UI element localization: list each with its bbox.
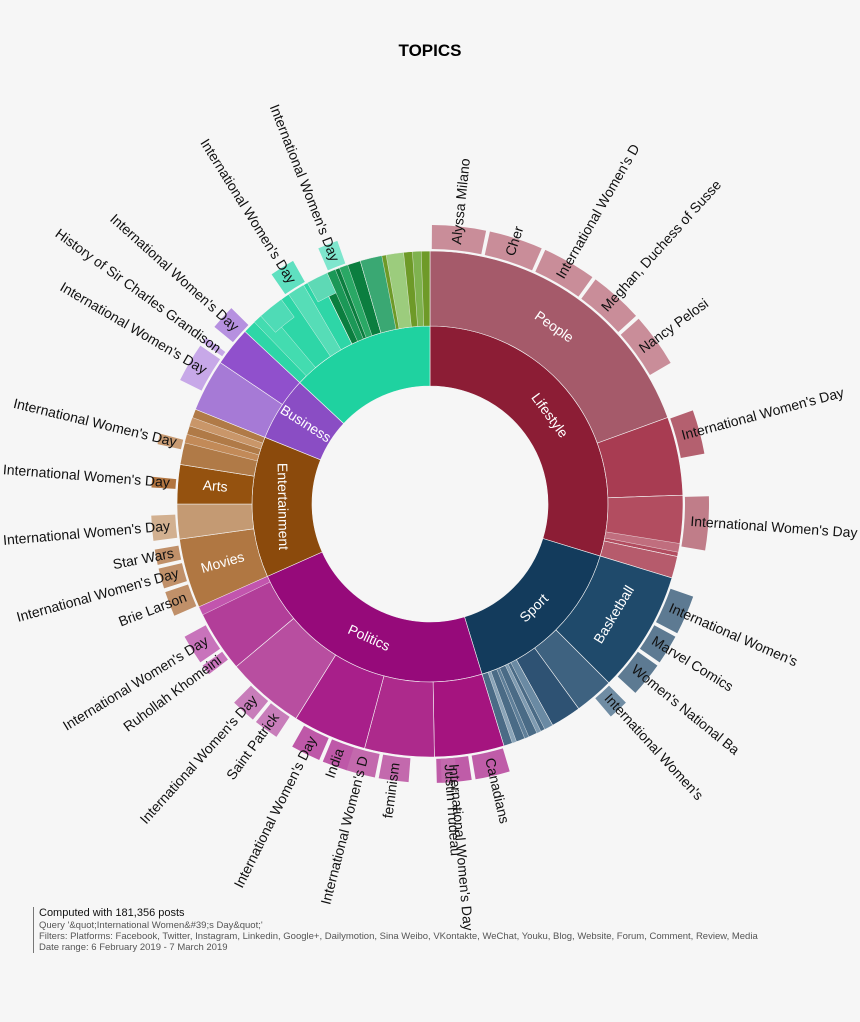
footer-date-range: Date range: 6 February 2019 - 7 March 20… — [39, 942, 228, 953]
segment-detail-1 — [504, 663, 542, 734]
leaf-feminism[interactable] — [378, 754, 411, 783]
segment-detail-2 — [496, 667, 530, 739]
outer-ring — [151, 225, 710, 783]
leaf-canadians[interactable] — [471, 748, 510, 780]
chart-title: TOPICS — [399, 41, 462, 60]
segment-detail-8 — [288, 284, 342, 357]
inner-ring — [251, 325, 609, 683]
leaf-international-women-s-day[interactable] — [670, 410, 705, 458]
leaf-label-international-women-s-d: International Women's D — [317, 754, 371, 906]
segment-detail-12 — [385, 252, 412, 329]
segment-detail-15 — [307, 272, 337, 303]
leaf-label-feminism: feminism — [379, 762, 402, 820]
leaf-international-women-s-d[interactable] — [535, 249, 593, 297]
leaf-justin-trudeau[interactable] — [440, 757, 458, 783]
leaf-history-of-sir-charles-grandison[interactable] — [202, 337, 226, 357]
footer-filters: Filters: Platforms: Facebook, Twitter, I… — [39, 931, 758, 942]
leaf-label-international-women-s-day: International Women's Day — [2, 461, 170, 490]
leaf-international-women-s-day[interactable] — [681, 496, 710, 551]
leaf-international-women-s-d[interactable] — [345, 747, 380, 778]
segment-detail-6 — [189, 417, 263, 450]
leaf-label-international-women-s-day: International Women's Day — [197, 136, 299, 286]
leaf-international-women-s-day[interactable] — [157, 433, 184, 450]
leaf-international-women-s-day[interactable] — [151, 476, 177, 489]
segment-people[interactable] — [429, 250, 669, 444]
leaf-label-international-women-s-day: International Women's Day — [680, 384, 846, 443]
leaf-label-nancy-pelosi: Nancy Pelosi — [636, 295, 712, 356]
leaf-meghan-duchess-of-susse[interactable] — [581, 279, 637, 333]
leaf-international-women-s[interactable] — [655, 588, 694, 634]
leaf-label-international-women-s-day: International Women's Day — [12, 395, 179, 450]
leaf-saint-patrick[interactable] — [255, 703, 290, 737]
segment-detail-0 — [510, 659, 553, 730]
leaf-ruhollah-khomeini[interactable] — [202, 651, 228, 675]
segment-detail-16 — [198, 576, 271, 616]
leaf-nancy-pelosi[interactable] — [620, 318, 671, 375]
leaf-label-international-women-s-day: International Women's Day — [267, 102, 343, 264]
leaf-international-women-s-day[interactable] — [271, 260, 305, 295]
segment-detail-7 — [253, 309, 316, 377]
leaf-international-women-s-day[interactable] — [151, 514, 178, 541]
leaf-international-women-s-day[interactable] — [184, 625, 221, 663]
leaf-international-women-s[interactable] — [595, 685, 626, 717]
leaf-label-international-women-s-day: International Women's Day — [690, 513, 858, 541]
segment-detail-10 — [339, 264, 373, 339]
footer-query: Query '&quot;International Women&#39;s D… — [39, 920, 263, 931]
leaf-international-women-s-day[interactable] — [214, 308, 249, 343]
leaf-international-women-s-day[interactable] — [158, 563, 187, 589]
segment-detail-4 — [604, 531, 681, 553]
leaf-label-international-women-s-d: International Women's D — [552, 141, 642, 281]
leaf-brie-larson[interactable] — [165, 584, 197, 616]
chart-footer: Computed with 181,356 posts Query '&quot… — [33, 907, 758, 953]
leaf-label-international-women-s-day: International Women's Day — [2, 517, 170, 548]
leaf-international-women-s-day[interactable] — [234, 685, 269, 720]
segment-detail-5 — [184, 434, 260, 462]
segment-detail-11 — [360, 255, 397, 334]
leaf-international-women-s-day[interactable] — [292, 725, 329, 761]
leaf-cher[interactable] — [484, 231, 542, 271]
segment-detail-9 — [326, 269, 364, 342]
leaf-star-wars[interactable] — [154, 545, 182, 565]
leaf-label-justin-trudeau: Justin Trudeau — [442, 764, 464, 857]
segment-detail-3 — [487, 671, 517, 744]
segment-detail-13 — [412, 250, 424, 327]
leaf-alyssa-milano[interactable] — [431, 225, 487, 255]
leaf-international-women-s-day[interactable] — [180, 345, 221, 391]
segment-label-arts: Arts — [202, 477, 228, 495]
segment-label-entertainment: Entertainment — [275, 463, 293, 551]
leaf-women-s-national-ba[interactable] — [617, 651, 658, 693]
segment-detail-14 — [260, 299, 295, 333]
extra-slices — [184, 250, 681, 744]
leaf-india[interactable] — [322, 739, 354, 771]
footer-computed: Computed with 181,356 posts — [39, 907, 185, 919]
leaf-label-meghan-duchess-of-susse: Meghan, Duchess of Susse — [598, 176, 725, 314]
leaf-marvel-comics[interactable] — [639, 625, 676, 663]
leaf-international-women-s-day[interactable] — [318, 240, 346, 271]
